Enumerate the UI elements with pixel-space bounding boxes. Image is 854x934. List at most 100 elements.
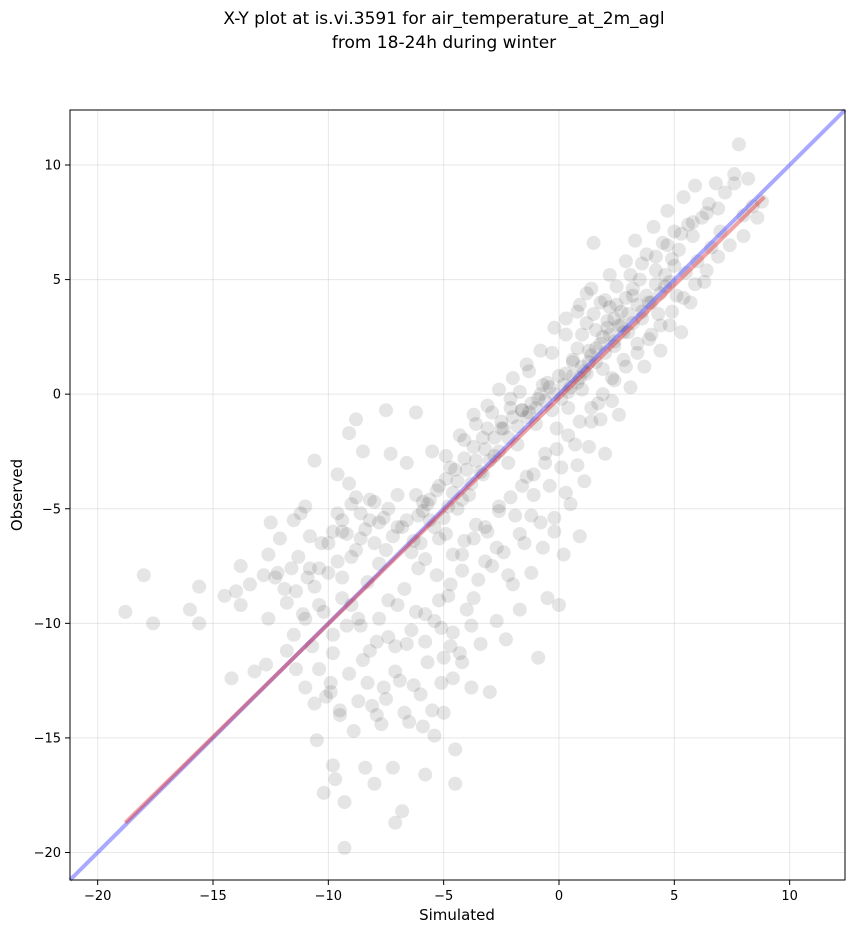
data-point	[510, 437, 525, 452]
data-point	[595, 329, 610, 344]
data-point	[575, 382, 590, 397]
data-point	[475, 467, 490, 482]
data-point	[455, 563, 470, 578]
data-point	[399, 455, 414, 470]
data-point	[665, 304, 680, 319]
chart-title-line1: X-Y plot at is.vi.3591 for air_temperatu…	[223, 9, 664, 29]
data-point	[455, 547, 470, 562]
data-point	[381, 630, 396, 645]
data-point	[535, 540, 550, 555]
data-point	[312, 662, 327, 677]
data-point	[307, 579, 322, 594]
data-point	[279, 595, 294, 610]
data-point	[349, 543, 364, 557]
data-point	[397, 705, 412, 720]
data-point	[577, 474, 592, 489]
data-point	[727, 167, 742, 182]
data-point	[298, 680, 313, 695]
data-point	[602, 268, 617, 282]
data-point	[685, 229, 700, 244]
data-point	[372, 611, 387, 626]
data-point	[485, 405, 500, 420]
data-point	[572, 297, 587, 312]
data-point	[551, 598, 566, 612]
data-point	[388, 815, 403, 830]
data-point	[618, 359, 633, 374]
data-point	[332, 708, 347, 722]
data-point	[581, 439, 596, 454]
data-point	[263, 515, 278, 530]
data-point	[662, 318, 677, 333]
data-point	[492, 504, 507, 519]
data-point	[374, 717, 389, 732]
data-point	[588, 341, 603, 356]
data-point	[259, 657, 274, 672]
data-point	[339, 618, 354, 633]
data-point	[614, 304, 629, 319]
data-point	[475, 430, 490, 445]
data-point	[408, 405, 423, 420]
data-point	[418, 552, 433, 567]
data-point	[438, 449, 453, 464]
data-point	[565, 355, 580, 370]
data-point	[277, 581, 292, 596]
data-point	[182, 602, 197, 617]
data-point	[466, 591, 481, 606]
data-point	[468, 416, 483, 431]
data-point	[745, 199, 760, 214]
data-point	[360, 575, 375, 590]
data-point	[641, 332, 656, 347]
data-point	[392, 673, 407, 688]
y-tick-label: −10	[34, 617, 61, 632]
lines-layer	[68, 108, 847, 882]
data-point	[625, 288, 640, 303]
data-point	[489, 614, 504, 629]
data-point	[674, 226, 689, 241]
data-point	[478, 442, 493, 457]
data-point	[415, 494, 430, 509]
data-point	[457, 433, 472, 447]
data-point	[623, 380, 638, 395]
data-point	[503, 400, 518, 415]
data-point	[448, 462, 463, 477]
data-point	[480, 524, 495, 539]
data-point	[549, 442, 564, 457]
data-point	[605, 371, 620, 386]
data-point	[302, 529, 317, 544]
data-point	[455, 655, 470, 670]
data-point	[445, 625, 460, 640]
data-point	[372, 515, 387, 530]
data-point	[565, 368, 580, 383]
data-point	[192, 579, 207, 594]
data-point	[337, 795, 352, 810]
data-point	[473, 465, 488, 480]
data-point	[443, 460, 458, 475]
data-point	[480, 398, 495, 413]
data-point	[261, 611, 276, 626]
data-point	[533, 343, 548, 358]
data-point	[369, 708, 384, 722]
data-point	[411, 508, 426, 523]
data-point	[270, 565, 285, 580]
data-point	[605, 394, 620, 409]
data-point	[468, 517, 483, 532]
data-point	[598, 293, 613, 308]
data-point	[217, 588, 232, 603]
data-point	[558, 366, 573, 381]
data-point	[600, 320, 615, 335]
data-point	[711, 249, 726, 264]
data-point	[335, 591, 350, 606]
data-point	[540, 375, 555, 390]
data-point	[718, 185, 733, 200]
data-point	[376, 510, 391, 525]
data-point	[367, 536, 382, 551]
data-point	[648, 263, 663, 278]
data-point	[572, 529, 587, 544]
data-point	[448, 742, 463, 757]
data-point	[466, 531, 481, 546]
data-point	[492, 382, 507, 397]
data-point	[344, 497, 359, 512]
data-point	[688, 178, 703, 193]
data-point	[512, 602, 527, 617]
data-point	[671, 242, 686, 257]
